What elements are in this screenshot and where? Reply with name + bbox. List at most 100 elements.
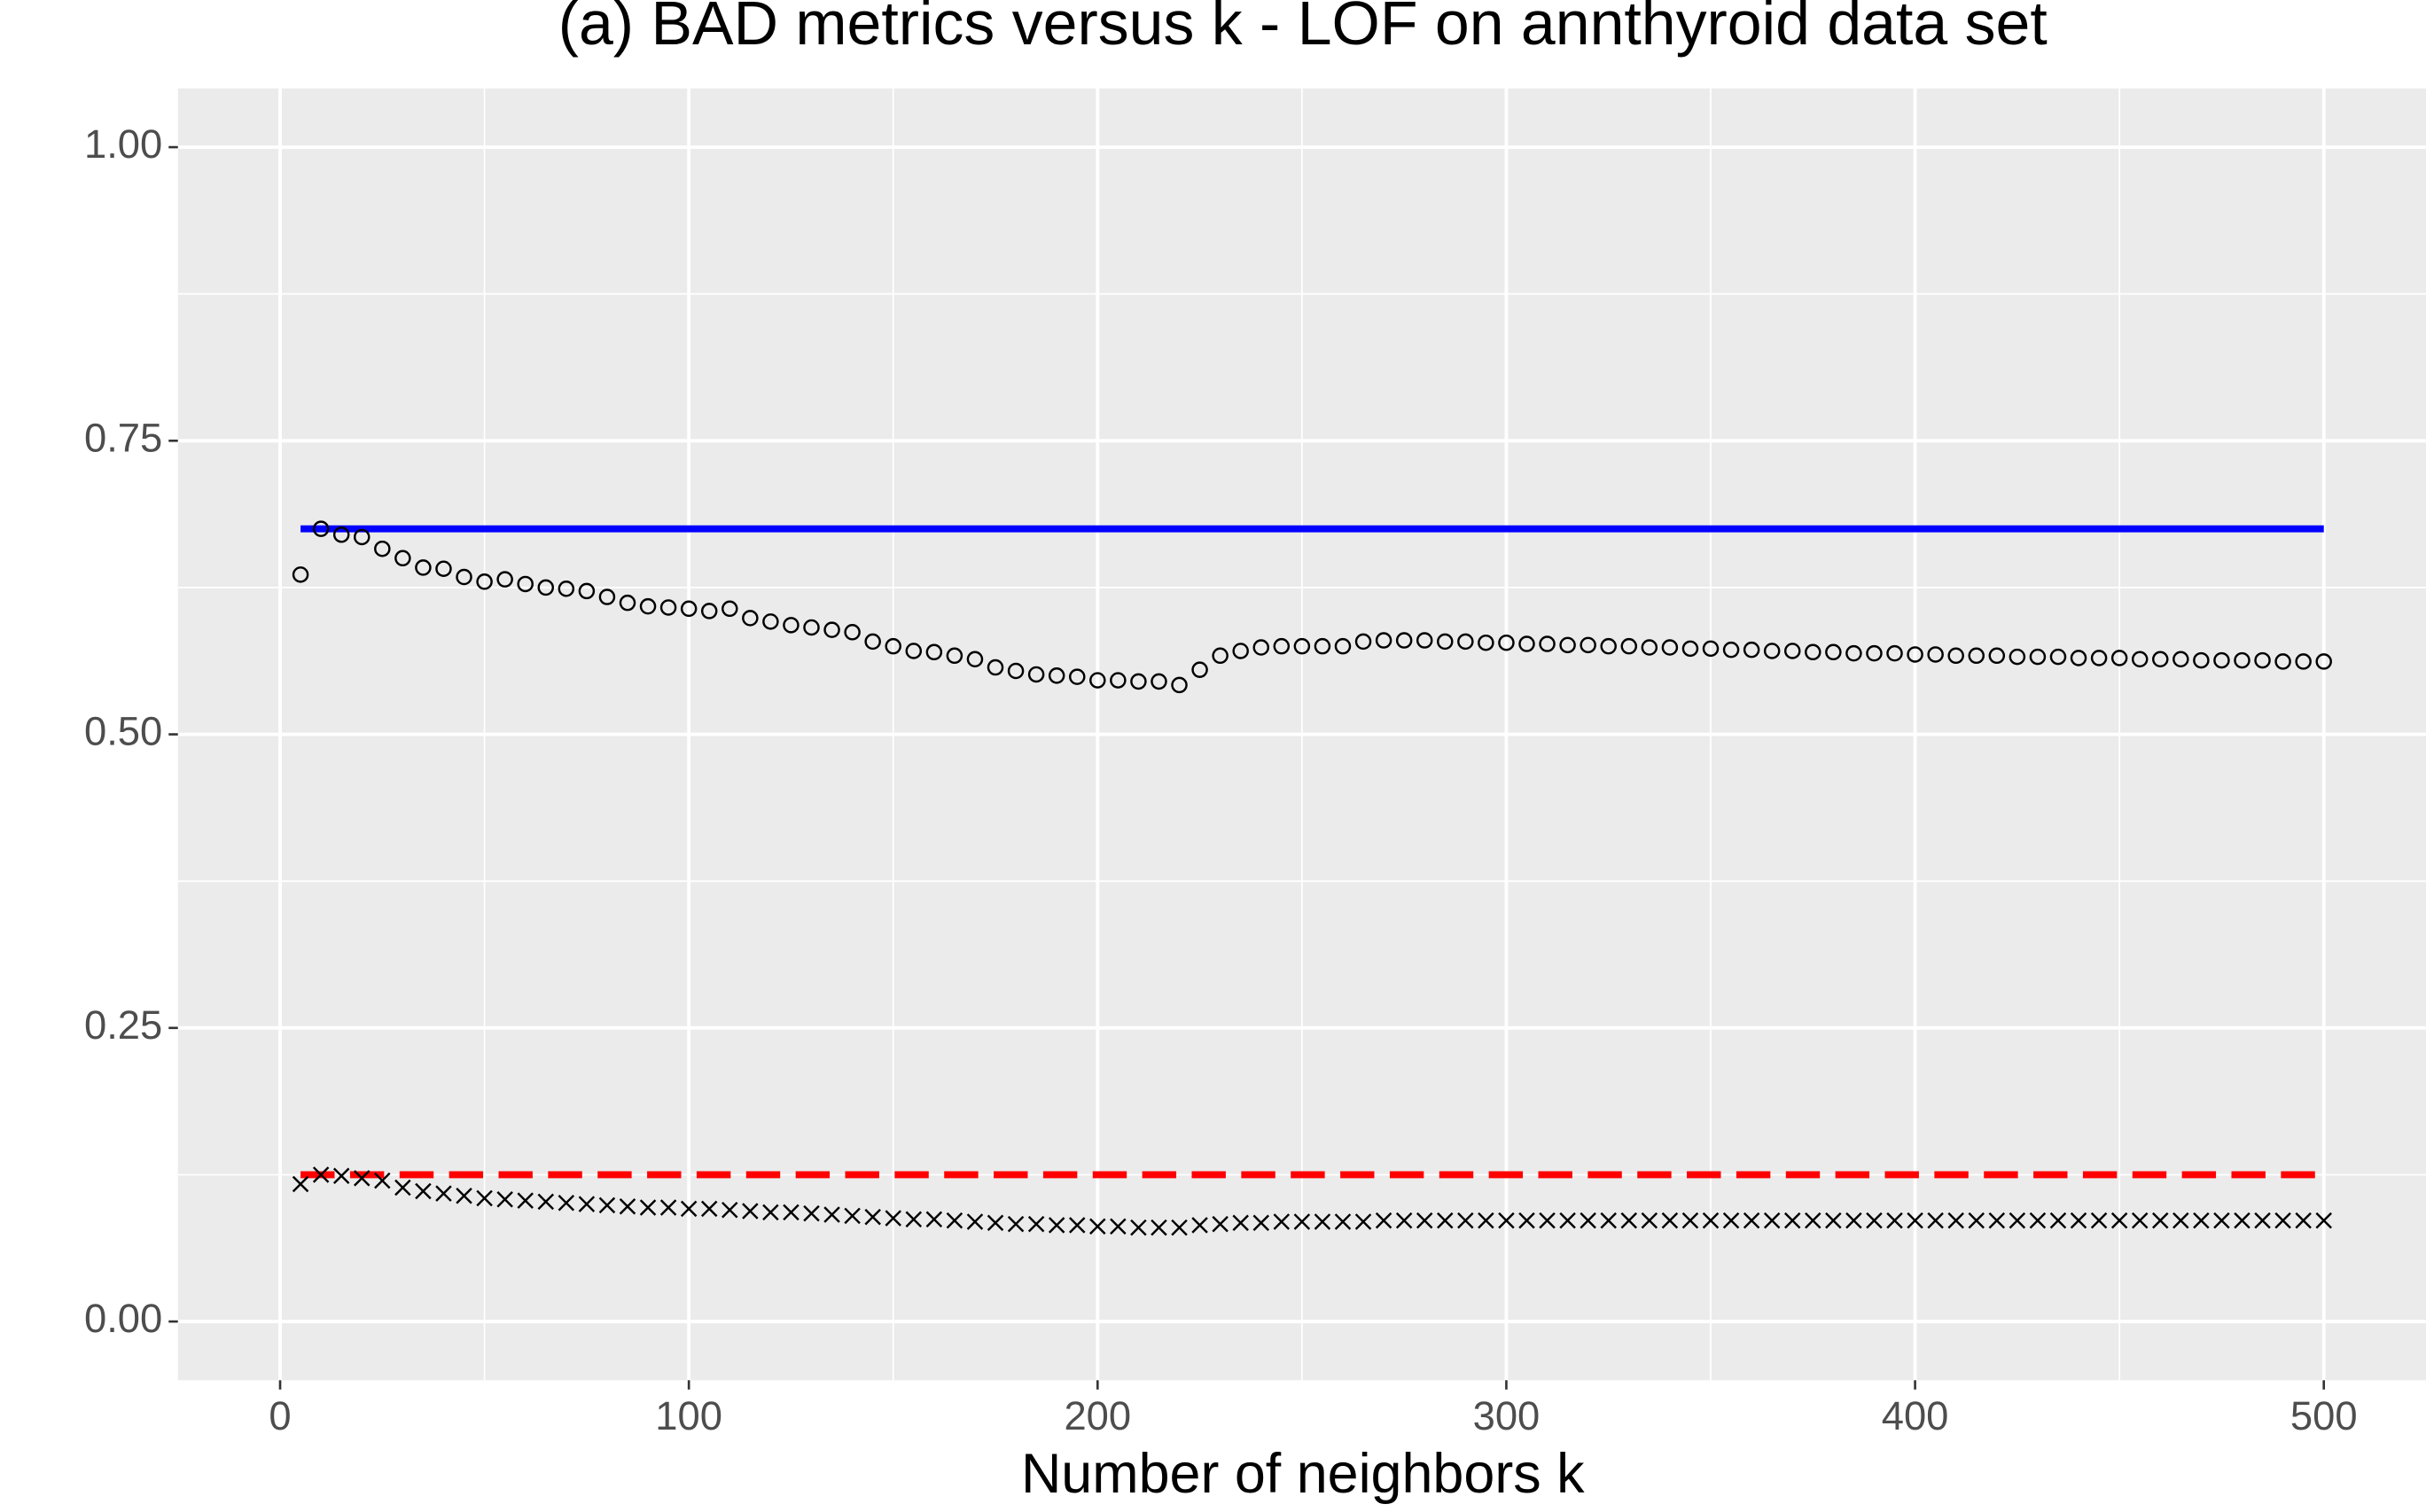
circle-point: [803, 619, 820, 636]
circle-point: [353, 528, 371, 546]
circle-point: [2009, 648, 2026, 666]
cross-point: [1212, 1215, 1229, 1233]
cross-point: [2009, 1212, 2026, 1229]
circle-point: [415, 559, 432, 576]
circle-point: [332, 526, 350, 543]
cross-point: [864, 1208, 881, 1226]
cross-point: [1191, 1217, 1208, 1234]
circle-point: [598, 588, 616, 605]
cross-point: [2049, 1212, 2067, 1229]
x-tick-label: 300: [1473, 1393, 1541, 1438]
circle-point: [2315, 653, 2332, 670]
circle-point: [2049, 648, 2067, 666]
circle-point: [700, 603, 718, 620]
cross-point: [1763, 1212, 1781, 1229]
circle-point: [1191, 661, 1208, 678]
circle-point: [496, 571, 513, 588]
cross-point: [1457, 1212, 1474, 1229]
circle-point: [1089, 672, 1106, 689]
cross-point: [1702, 1212, 1720, 1229]
x-tick-label: 400: [1882, 1393, 1949, 1438]
cross-point: [517, 1192, 534, 1209]
cross-point: [2234, 1212, 2250, 1229]
cross-point: [1252, 1214, 1269, 1232]
circle-point: [1845, 644, 1862, 662]
cross-point: [1927, 1212, 1944, 1229]
circle-point: [1498, 634, 1515, 651]
circle-point: [2090, 650, 2108, 666]
circle-point: [1661, 639, 1679, 656]
circle-point: [1783, 643, 1801, 659]
circle-point: [292, 566, 309, 583]
cross-point: [1641, 1212, 1658, 1229]
circle-point: [946, 647, 963, 665]
circle-point: [639, 597, 657, 615]
cross-point: [1171, 1219, 1188, 1236]
cross-point: [2274, 1212, 2291, 1229]
cross-point: [1007, 1215, 1025, 1233]
cross-point: [2315, 1212, 2332, 1229]
circle-point: [2254, 651, 2271, 669]
cross-point: [1478, 1212, 1494, 1229]
cross-point: [1866, 1212, 1883, 1229]
cross-point: [435, 1185, 452, 1202]
cross-point: [742, 1203, 759, 1220]
cross-point: [1416, 1212, 1433, 1229]
circle-point: [619, 594, 636, 612]
cross-point: [1988, 1212, 2006, 1229]
cross-point: [1580, 1212, 1596, 1229]
y-tick-label: 0.50: [84, 709, 162, 754]
circle-point: [1048, 667, 1065, 684]
cross-point: [762, 1204, 779, 1221]
x-tick-label: 0: [269, 1393, 291, 1438]
circle-point: [1416, 632, 1433, 649]
circle-point: [1007, 662, 1025, 680]
circle-point: [1539, 635, 1556, 652]
circle-point: [2193, 651, 2210, 669]
cross-point: [1110, 1218, 1127, 1235]
circle-point: [1151, 673, 1167, 690]
cross-point: [1805, 1212, 1821, 1229]
cross-point: [1334, 1213, 1352, 1230]
cross-point: [1437, 1212, 1454, 1229]
circle-point: [742, 610, 759, 627]
circle-point: [1988, 647, 2006, 665]
cross-point: [1947, 1212, 1964, 1229]
circle-point: [1293, 637, 1311, 655]
cross-point: [312, 1166, 330, 1183]
cross-point: [1559, 1212, 1576, 1229]
cross-point: [1375, 1212, 1392, 1229]
circle-point: [1600, 637, 1617, 655]
circle-point: [966, 651, 984, 668]
circle-point: [394, 549, 411, 567]
circle-point: [885, 637, 901, 655]
cross-point: [1722, 1212, 1740, 1229]
cross-point: [1681, 1212, 1699, 1229]
circle-point: [1314, 637, 1331, 655]
cross-point: [1968, 1212, 1985, 1229]
circle-point: [2110, 650, 2128, 666]
cross-point: [1825, 1212, 1842, 1229]
cross-point: [1273, 1213, 1291, 1230]
circle-point: [578, 582, 596, 600]
circle-point: [783, 617, 800, 634]
cross-point: [1783, 1212, 1801, 1229]
cross-point: [700, 1200, 718, 1218]
circle-point: [558, 581, 575, 597]
circle-point: [2172, 651, 2189, 668]
cross-point: [1539, 1212, 1556, 1229]
circle-point: [925, 643, 943, 661]
circle-point: [312, 520, 330, 537]
circle-point: [1907, 646, 1923, 663]
cross-point: [1743, 1212, 1760, 1229]
circle-point: [2234, 651, 2250, 669]
cross-point: [354, 1170, 371, 1187]
cross-point: [823, 1206, 840, 1223]
y-tick-label: 0.00: [84, 1296, 162, 1341]
cross-point: [374, 1172, 391, 1189]
cross-point: [2213, 1212, 2230, 1229]
circle-point: [1395, 632, 1413, 649]
circle-point: [722, 600, 738, 618]
cross-point: [1600, 1212, 1617, 1229]
cross-point: [1151, 1219, 1167, 1236]
